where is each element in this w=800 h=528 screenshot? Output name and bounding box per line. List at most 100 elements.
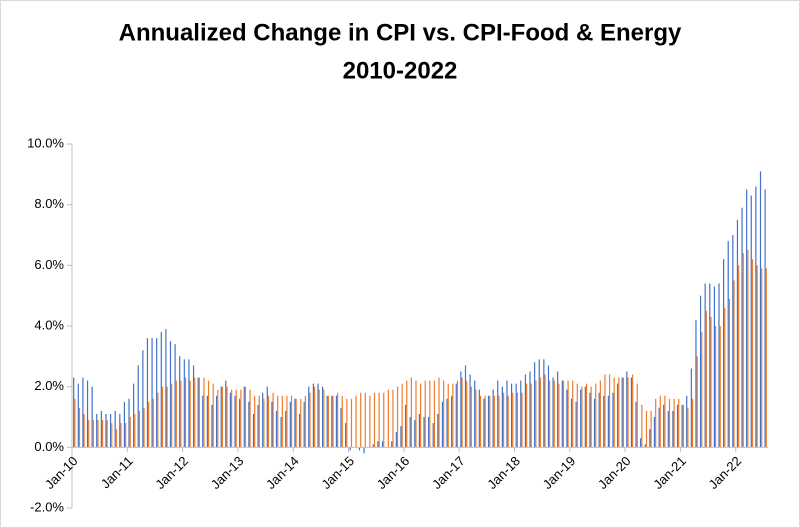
bar [235,389,237,448]
y-tick-label: -2.0% [30,499,64,514]
bar [128,398,130,448]
bar [732,235,734,448]
bar [621,377,623,448]
bar [406,380,408,448]
bar [133,383,135,448]
bar [456,380,459,448]
bar [493,395,495,448]
bar [372,444,374,448]
bar [433,380,436,448]
bar [404,404,407,448]
bar [109,413,112,448]
bar [337,392,339,448]
bar [96,413,98,448]
bar [174,344,176,448]
bar [443,380,445,448]
bar [764,189,766,448]
bar [206,395,208,448]
bar [604,374,606,448]
bar [111,423,113,448]
bar [742,253,744,448]
bar [507,395,509,448]
bar [281,395,283,448]
bar [438,377,440,448]
bar [701,332,703,448]
bar [263,398,265,448]
bar [360,392,362,448]
bar [323,389,325,448]
bar [73,377,75,448]
bar [160,332,162,448]
bar [221,386,224,448]
bar [663,404,665,448]
bar [363,447,365,454]
bar [512,392,514,448]
bar [630,377,633,448]
bar [529,371,531,448]
bar [252,413,255,448]
chart-subtitle: 2010-2022 [343,57,458,84]
bar [635,401,637,448]
bar [286,395,288,448]
bar [120,423,122,448]
bar [553,380,555,448]
bar [226,386,228,448]
bar [515,383,517,448]
bar [506,380,508,448]
bar [171,383,173,448]
bar [667,410,669,448]
bar [304,395,306,448]
bar [243,386,245,448]
bar [295,398,297,448]
bar [636,383,638,448]
bar [429,380,431,448]
bar [492,389,494,448]
bar [290,395,293,448]
bar [552,377,554,448]
bar [498,395,500,448]
bar [415,380,417,448]
bar [123,401,126,448]
bar [521,392,523,448]
bar [272,392,274,448]
bar [460,371,462,448]
bar [202,395,204,448]
bar [599,380,601,448]
bar [212,383,214,448]
bar [755,186,757,448]
bar [686,395,688,448]
bar [192,365,195,448]
bar [211,404,213,448]
bar [257,404,259,448]
bar [387,389,389,448]
bar [152,398,154,448]
bar [447,383,449,448]
bar [217,389,219,448]
bar [653,417,656,448]
bar [538,359,540,448]
bar [691,398,694,448]
bar [585,383,588,448]
bar [497,380,499,448]
bar [593,398,596,448]
bar [713,286,715,448]
bar [547,365,550,448]
bar [539,377,542,448]
bar [589,392,591,448]
bar [595,383,597,448]
bar [303,401,305,448]
bar [710,316,712,448]
bar [566,389,568,448]
bar [751,259,754,448]
bar [622,377,625,448]
bar [718,283,720,448]
bar [105,413,107,448]
bar [461,377,463,448]
bar [544,374,546,448]
bar [350,398,353,448]
bar [146,338,149,448]
bar [346,398,348,448]
bar [119,413,121,448]
bar [231,389,233,448]
